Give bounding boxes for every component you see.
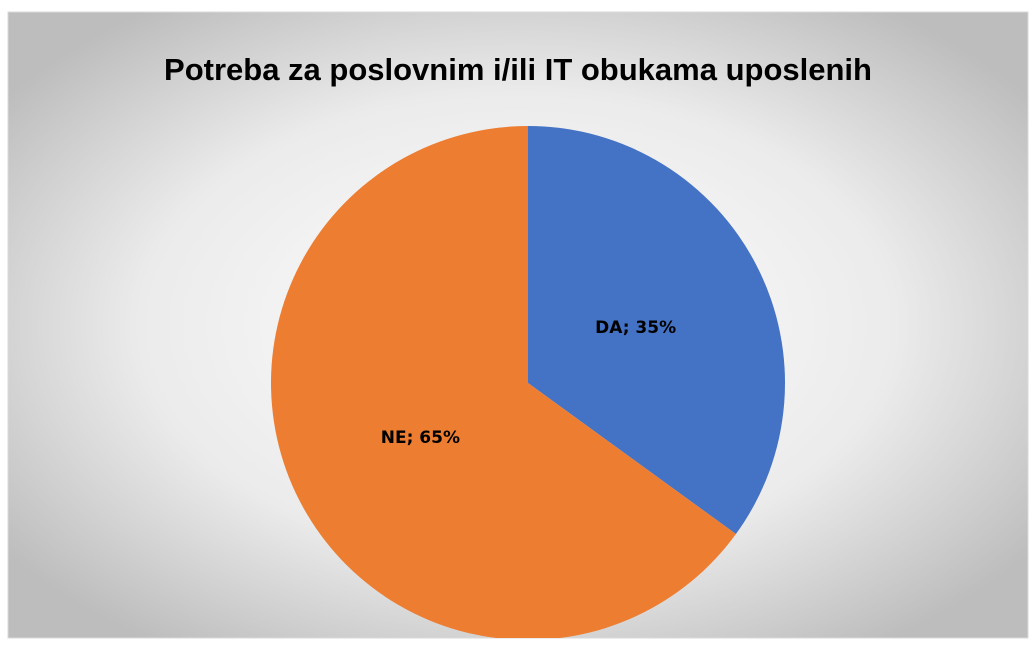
pie-slice bbox=[528, 126, 785, 535]
pie bbox=[271, 126, 785, 638]
data-label: DA; 35% bbox=[595, 318, 676, 338]
pie-slice bbox=[271, 126, 736, 638]
data-label: NE; 65% bbox=[381, 428, 460, 448]
chart-title: Potreba za poslovnim i/ili IT obukama up… bbox=[164, 52, 872, 87]
